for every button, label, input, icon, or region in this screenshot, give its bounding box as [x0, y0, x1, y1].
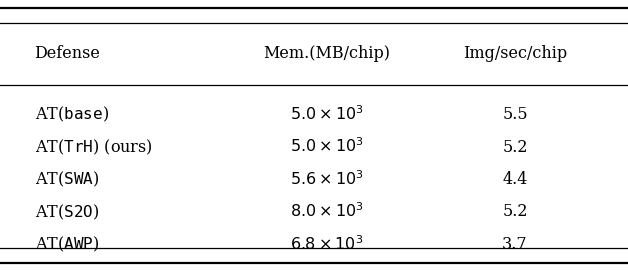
- Text: 4.4: 4.4: [502, 171, 528, 188]
- Text: $6.8 \times 10^3$: $6.8 \times 10^3$: [290, 235, 363, 254]
- Text: 5.2: 5.2: [502, 139, 528, 156]
- Text: 3.7: 3.7: [502, 236, 528, 253]
- Text: Img/sec/chip: Img/sec/chip: [463, 46, 567, 62]
- Text: Mem.(MB/chip): Mem.(MB/chip): [263, 46, 390, 62]
- Text: Defense: Defense: [35, 46, 100, 62]
- Text: AT($\mathtt{AWP}$): AT($\mathtt{AWP}$): [35, 235, 99, 254]
- Text: $5.0 \times 10^3$: $5.0 \times 10^3$: [290, 105, 364, 124]
- Text: AT($\mathtt{base}$): AT($\mathtt{base}$): [35, 105, 109, 124]
- Text: 5.5: 5.5: [502, 106, 528, 123]
- Text: AT($\mathtt{TrH}$) (ours): AT($\mathtt{TrH}$) (ours): [35, 137, 153, 157]
- Text: AT($\mathtt{S2O}$): AT($\mathtt{S2O}$): [35, 202, 99, 222]
- Text: $5.6 \times 10^3$: $5.6 \times 10^3$: [290, 170, 364, 189]
- Text: 5.2: 5.2: [502, 204, 528, 220]
- Text: $8.0 \times 10^3$: $8.0 \times 10^3$: [290, 202, 364, 221]
- Text: AT($\mathtt{SWA}$): AT($\mathtt{SWA}$): [35, 170, 99, 189]
- Text: $5.0 \times 10^3$: $5.0 \times 10^3$: [290, 138, 364, 157]
